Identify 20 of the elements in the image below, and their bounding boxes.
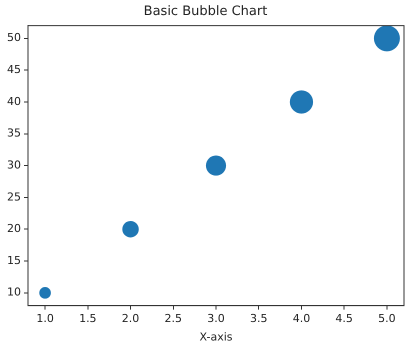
x-tick-label: 4.0	[292, 312, 310, 326]
chart-title: Basic Bubble Chart	[144, 4, 268, 20]
y-tick-label: 35	[6, 126, 21, 140]
x-tick-label: 3.0	[207, 312, 225, 326]
y-tick-label: 45	[6, 63, 21, 76]
y-tick-label: 20	[6, 222, 21, 236]
y-tick-label: 50	[6, 31, 21, 44]
x-tick-label: 2.0	[122, 312, 140, 326]
y-tick-label: 15	[6, 254, 21, 267]
x-axis-title: X-axis	[200, 330, 233, 344]
y-tick-label: 10	[6, 286, 21, 299]
x-tick-label: 1.5	[79, 312, 97, 326]
y-tick-label: 25	[6, 190, 21, 204]
x-tick-label: 1.0	[36, 312, 54, 326]
y-tick-label: 40	[6, 94, 21, 108]
x-tick-label: 5.0	[378, 312, 396, 326]
x-tick-label: 3.5	[250, 312, 268, 326]
x-tick-label: 4.5	[335, 312, 353, 326]
x-tick-label: 2.5	[164, 312, 182, 326]
y-tick-label: 30	[6, 158, 21, 172]
